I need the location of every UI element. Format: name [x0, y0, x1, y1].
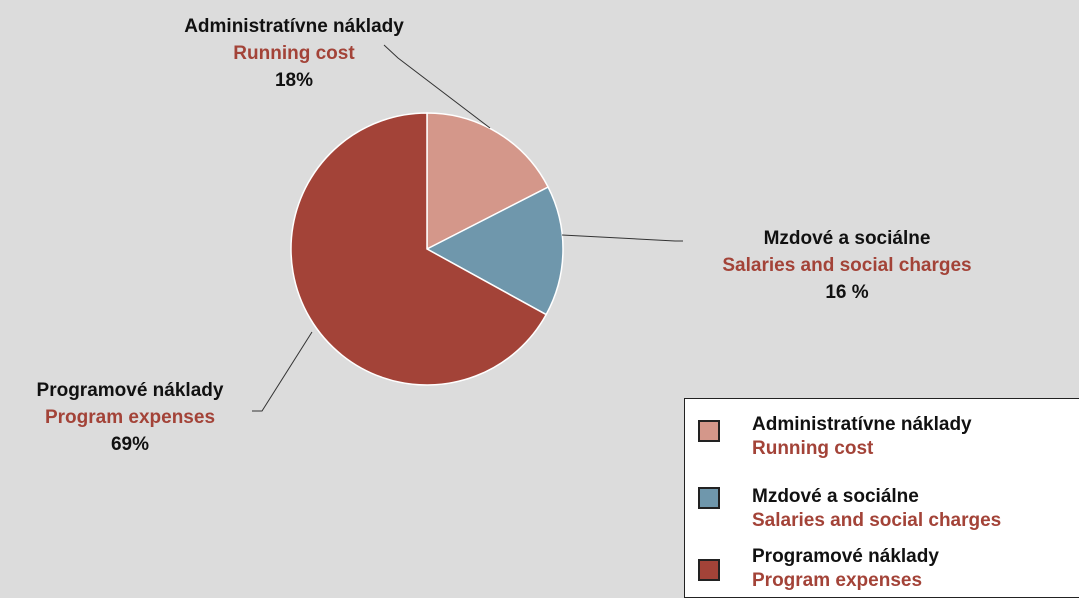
legend-label-local: Administratívne náklady	[752, 414, 972, 435]
slice-label-english: Running cost	[233, 43, 355, 64]
slice-percent: 69%	[111, 434, 149, 455]
legend-label-local: Programové náklady	[752, 546, 939, 567]
leader-line-salaries	[561, 234, 683, 242]
pie-slice-salaries	[425, 186, 564, 316]
legend-label-english: Program expenses	[752, 570, 923, 591]
pie-slice-program-expenses	[290, 112, 548, 386]
slice-label-local: Mzdové a sociálne	[764, 228, 931, 249]
pie-slices	[290, 112, 564, 386]
legend-label-english: Salaries and social charges	[752, 510, 1002, 531]
slice-label-local: Programové náklady	[37, 380, 224, 401]
legend-text: Mzdové a sociálne Salaries and social ch…	[752, 485, 1001, 533]
legend-swatch	[698, 487, 720, 509]
label-running-cost: Administratívne náklady Running cost 18%	[184, 16, 404, 91]
pie-slice-running-cost	[426, 112, 550, 251]
slice-percent: 18%	[275, 70, 313, 91]
label-program-expenses: Programové náklady Program expenses 69%	[37, 380, 224, 455]
leader-line-program-expenses	[252, 331, 313, 412]
legend-swatch	[698, 559, 720, 581]
label-salaries: Mzdové a sociálne Salaries and social ch…	[722, 228, 971, 303]
slice-percent: 16 %	[825, 282, 868, 303]
legend: Administratívne náklady Running cost Mzd…	[684, 398, 1079, 598]
slice-label-english: Program expenses	[45, 407, 215, 428]
legend-label-local: Mzdové a sociálne	[752, 486, 919, 507]
leader-line-running-cost	[383, 44, 491, 129]
legend-swatch	[698, 420, 720, 442]
slice-label-english: Salaries and social charges	[722, 255, 971, 276]
legend-text: Administratívne náklady Running cost	[752, 413, 972, 461]
slice-label-local: Administratívne náklady	[184, 16, 404, 37]
legend-text: Programové náklady Program expenses	[752, 545, 939, 593]
legend-label-english: Running cost	[752, 438, 874, 459]
